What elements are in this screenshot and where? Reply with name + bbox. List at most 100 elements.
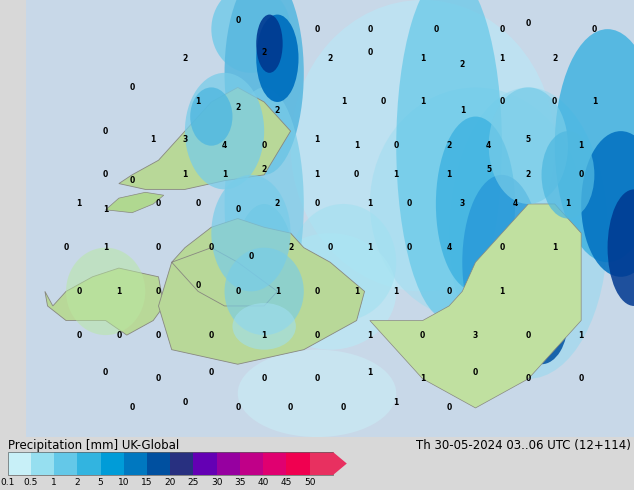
Bar	[124, 452, 147, 475]
Text: 1: 1	[566, 199, 571, 208]
Text: 0: 0	[500, 243, 505, 252]
Text: 2: 2	[262, 48, 267, 57]
Text: 1: 1	[420, 374, 425, 383]
Ellipse shape	[185, 73, 264, 190]
Text: 2: 2	[552, 54, 557, 63]
Text: 1: 1	[151, 135, 156, 145]
Text: 1: 1	[103, 205, 108, 214]
Text: 30: 30	[211, 478, 223, 488]
Text: 0: 0	[103, 368, 108, 377]
Text: 0: 0	[367, 24, 372, 34]
Text: 1: 1	[103, 243, 108, 252]
Text: 1: 1	[367, 199, 372, 208]
Ellipse shape	[224, 247, 304, 335]
Text: 0: 0	[183, 397, 188, 407]
Bar	[77, 452, 101, 475]
Text: 0: 0	[156, 243, 161, 252]
Text: 1: 1	[367, 243, 372, 252]
Ellipse shape	[290, 0, 555, 292]
Text: 1: 1	[51, 478, 57, 488]
Text: 0: 0	[407, 243, 412, 252]
Text: 1: 1	[500, 287, 505, 296]
Ellipse shape	[496, 233, 560, 350]
Text: 0: 0	[116, 331, 122, 340]
Text: 1: 1	[500, 54, 505, 63]
Text: 0: 0	[209, 331, 214, 340]
Text: 0: 0	[195, 199, 201, 208]
Text: 0: 0	[367, 48, 372, 57]
Text: 4: 4	[446, 243, 451, 252]
Bar	[217, 452, 240, 475]
Ellipse shape	[233, 303, 296, 350]
Text: 1: 1	[552, 243, 557, 252]
Text: 0: 0	[249, 252, 254, 261]
Text: 0: 0	[526, 19, 531, 28]
Ellipse shape	[396, 0, 502, 320]
Text: 2: 2	[235, 103, 240, 112]
Text: 0: 0	[380, 98, 385, 106]
Text: 3: 3	[473, 331, 478, 340]
Ellipse shape	[264, 233, 396, 350]
Text: 1: 1	[116, 287, 122, 296]
Text: 1: 1	[367, 331, 372, 340]
Text: 0: 0	[209, 243, 214, 252]
Bar	[0, 0, 27, 437]
Polygon shape	[119, 87, 290, 190]
Ellipse shape	[449, 87, 607, 379]
Text: 1: 1	[367, 368, 372, 377]
Ellipse shape	[238, 350, 396, 437]
Text: 25: 25	[188, 478, 199, 488]
Text: 2: 2	[74, 478, 80, 488]
Bar	[8, 452, 333, 475]
Text: 0: 0	[420, 331, 425, 340]
Text: 1: 1	[354, 141, 359, 150]
Text: 0.1: 0.1	[1, 478, 15, 488]
Text: Precipitation [mm] UK-Global: Precipitation [mm] UK-Global	[8, 439, 179, 452]
Bar	[240, 452, 263, 475]
Text: 4: 4	[486, 141, 491, 150]
Text: 1: 1	[341, 98, 346, 106]
Bar	[31, 452, 54, 475]
Ellipse shape	[256, 15, 299, 102]
Text: 0: 0	[526, 374, 531, 383]
Ellipse shape	[211, 0, 290, 73]
Text: 2: 2	[328, 54, 333, 63]
Ellipse shape	[541, 131, 595, 219]
Text: 1: 1	[394, 287, 399, 296]
Text: 0: 0	[129, 176, 134, 185]
Bar	[147, 452, 170, 475]
Ellipse shape	[190, 87, 233, 146]
Bar	[8, 452, 31, 475]
Text: 1: 1	[579, 331, 584, 340]
Text: 1: 1	[420, 98, 425, 106]
Text: 45: 45	[281, 478, 292, 488]
Text: 0: 0	[473, 368, 478, 377]
Ellipse shape	[555, 29, 634, 262]
Text: 0: 0	[129, 83, 134, 92]
Text: 2: 2	[446, 141, 451, 150]
Bar	[170, 452, 193, 475]
Ellipse shape	[290, 204, 396, 320]
Text: 50: 50	[304, 478, 315, 488]
Text: 1: 1	[262, 331, 267, 340]
Text: 1: 1	[314, 171, 320, 179]
Text: 10: 10	[118, 478, 129, 488]
Text: 0: 0	[129, 403, 134, 413]
Text: 2: 2	[275, 199, 280, 208]
Polygon shape	[370, 204, 581, 408]
Text: 0: 0	[354, 171, 359, 179]
Text: 0: 0	[235, 287, 240, 296]
Text: 0: 0	[209, 368, 214, 377]
Text: 2: 2	[275, 106, 280, 115]
Text: 0: 0	[526, 331, 531, 340]
Text: 2: 2	[183, 54, 188, 63]
Text: 0: 0	[579, 374, 584, 383]
Text: 1: 1	[314, 135, 320, 145]
Text: 0: 0	[592, 24, 597, 34]
Text: 4: 4	[222, 141, 227, 150]
Text: 0: 0	[433, 24, 439, 34]
Text: 0: 0	[103, 126, 108, 136]
Text: 1: 1	[354, 287, 359, 296]
Text: 0: 0	[156, 287, 161, 296]
Text: 0: 0	[235, 205, 240, 214]
